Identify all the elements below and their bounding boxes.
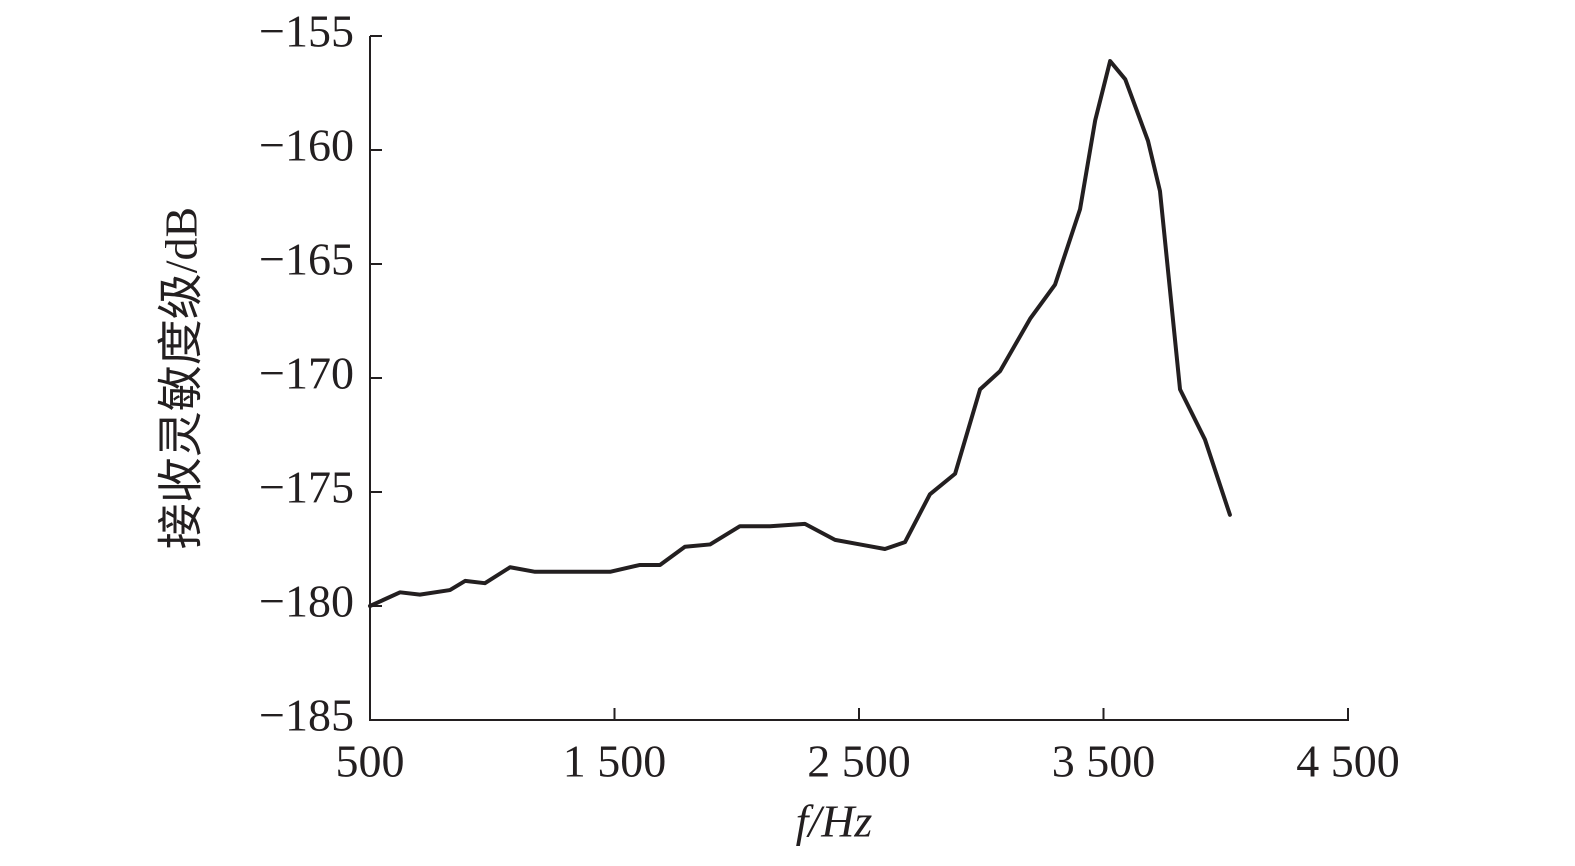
x-tick-label: 2 500 <box>807 736 911 787</box>
x-tick-label: 500 <box>336 736 405 787</box>
y-tick-label: −170 <box>259 348 354 399</box>
y-tick-label: −165 <box>259 234 354 285</box>
y-tick-label: −185 <box>259 690 354 741</box>
x-tick-label: 3 500 <box>1052 736 1156 787</box>
x-tick-label: 4 500 <box>1296 736 1400 787</box>
y-tick-label: −175 <box>259 462 354 513</box>
y-tick-label: −180 <box>259 576 354 627</box>
y-tick-label: −155 <box>259 6 354 57</box>
y-tick-label: −160 <box>259 120 354 171</box>
y-axis-label: 接收灵敏度级/dB <box>156 207 207 549</box>
data-line <box>368 59 1232 608</box>
x-tick-label: 1 500 <box>563 736 667 787</box>
x-axis-label: f/Hz <box>796 796 873 847</box>
